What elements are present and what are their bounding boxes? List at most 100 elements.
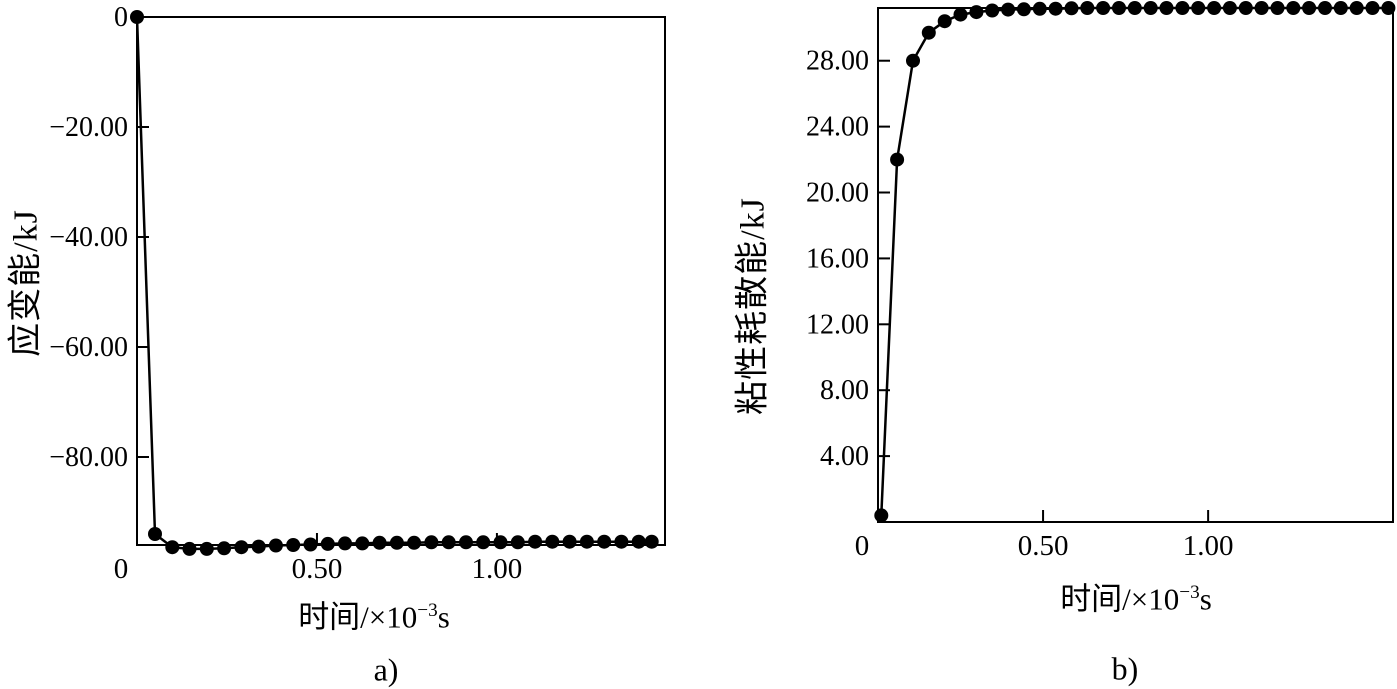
y-tick-label: 24.00 [806, 112, 869, 143]
x-tick-label: 0 [114, 553, 129, 585]
y-tick-label: −60.00 [49, 332, 128, 363]
data-point [1032, 1, 1047, 16]
data-point [969, 5, 984, 20]
data-point [953, 7, 968, 22]
chart-a-plot: 0 −20.00 −40.00 −60.00 −80.00 0 0.50 1.00 [49, 2, 666, 585]
data-point [510, 535, 525, 550]
data-point [1222, 1, 1237, 15]
data-point [182, 541, 197, 556]
data-point [545, 534, 560, 549]
data-point [597, 534, 612, 549]
data-point [199, 541, 214, 556]
xaxis-label-unit: s [1199, 581, 1212, 617]
data-point [148, 527, 162, 541]
x-tick-label: 0.50 [1018, 530, 1069, 562]
series-line [880, 6, 1389, 516]
data-point [165, 540, 180, 555]
data-point [579, 534, 594, 549]
data-point [528, 534, 543, 549]
data-point [303, 537, 318, 552]
data-point [874, 508, 889, 523]
data-point [320, 536, 335, 551]
data-point [251, 539, 266, 554]
data-point [631, 534, 646, 549]
data-point [217, 541, 232, 556]
data-point [355, 536, 370, 551]
xaxis-label-unit: s [437, 599, 450, 635]
data-point [338, 536, 352, 551]
chart-a-xaxis-label: 时间/×10−3s [298, 592, 450, 637]
xaxis-label-exponent: −3 [417, 600, 438, 622]
data-point [268, 538, 283, 553]
data-point [389, 535, 404, 550]
x-tick-label: 0 [855, 530, 870, 562]
data-point [1333, 1, 1348, 15]
data-point [372, 535, 387, 550]
data-point [407, 535, 422, 550]
data-point [906, 53, 920, 68]
y-tick-label: 16.00 [806, 243, 869, 274]
xaxis-label-exponent: −3 [1179, 582, 1200, 604]
plot-frame [136, 16, 666, 546]
data-point [286, 538, 301, 552]
data-point [1207, 1, 1222, 15]
y-tick-label: 12.00 [806, 309, 869, 340]
data-point [644, 534, 659, 549]
y-tick-label: −20.00 [49, 112, 128, 143]
data-point [1096, 1, 1111, 15]
data-point [1381, 1, 1396, 15]
data-point [1270, 1, 1285, 15]
data-point [1112, 1, 1126, 15]
data-point [937, 14, 952, 29]
chart-b-xaxis-label: 时间/×10−3s [1060, 574, 1212, 619]
data-point [562, 534, 577, 549]
y-tick-label: 4.00 [820, 441, 869, 472]
data-point [234, 540, 249, 555]
y-tick-label: −80.00 [49, 442, 128, 473]
y-tick-label: 8.00 [820, 375, 869, 406]
data-point [493, 535, 508, 550]
xaxis-label-text: 时间/×10 [298, 599, 418, 635]
data-point [1064, 1, 1079, 16]
xaxis-label-text: 时间/×10 [1060, 581, 1180, 617]
data-point [1302, 1, 1317, 15]
data-point [890, 152, 905, 167]
data-point [130, 10, 144, 24]
data-point [1175, 1, 1190, 15]
data-point [1238, 1, 1253, 15]
data-point [1001, 2, 1016, 17]
data-point [1143, 1, 1158, 15]
x-tick-label: 1.00 [472, 553, 523, 585]
chart-a-yaxis-label: 应变能/kJ [7, 209, 45, 357]
data-point [1365, 1, 1380, 15]
chart-b-caption: b) [1111, 650, 1139, 687]
data-point [1318, 1, 1332, 15]
data-point [985, 3, 1000, 18]
data-point [1048, 1, 1063, 16]
data-point [921, 25, 936, 40]
data-point [476, 535, 491, 550]
data-point [1016, 2, 1031, 17]
chart-b-yaxis-label: 粘性耗散能/kJ [734, 197, 772, 415]
data-point [1191, 1, 1206, 15]
data-point [1159, 1, 1174, 15]
series-line [135, 16, 652, 551]
data-point [1080, 1, 1095, 15]
y-tick-label: 0 [114, 2, 128, 33]
y-tick-label: 28.00 [806, 46, 869, 77]
data-point [614, 534, 629, 549]
x-tick-label: 1.00 [1183, 530, 1234, 562]
chart-b-plot: 4.00 8.00 12.00 16.00 20.00 24.00 28.00 0 0.50 1.… [806, 1, 1396, 562]
plot-frame [877, 7, 1394, 523]
y-tick-label: −40.00 [49, 222, 128, 253]
data-point [1286, 1, 1301, 15]
y-tick-label: 20.00 [806, 178, 869, 209]
data-point [424, 535, 439, 550]
data-point [459, 535, 473, 550]
x-tick-label: 0.50 [292, 553, 343, 585]
data-point [441, 535, 456, 550]
data-point [1127, 1, 1142, 15]
data-point [1349, 1, 1364, 15]
chart-a-caption: a) [373, 651, 399, 688]
data-point [1254, 1, 1269, 15]
